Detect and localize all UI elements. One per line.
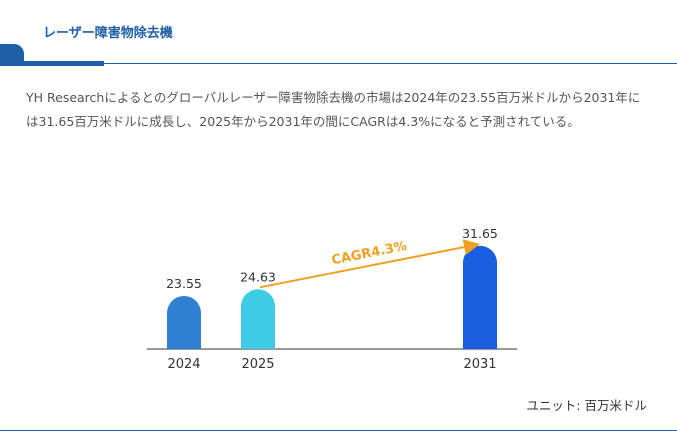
section-header: レーザー障害物除去機: [0, 0, 677, 70]
bar-2025: [241, 289, 275, 349]
bar-chart: 23.55 2024 24.63 2025 31.65 2031 CAGR4.3%: [147, 226, 517, 372]
header-divider: [104, 63, 677, 64]
value-label-2025: 24.63: [240, 269, 276, 284]
market-description: YH Researchによるとのグローバルレーザー障害物除去機の市場は2024年…: [26, 90, 641, 129]
header-tab-decoration: [0, 44, 24, 64]
value-label-2031: 31.65: [462, 226, 498, 241]
category-label-2025: 2025: [241, 357, 274, 372]
bar-2024: [167, 295, 201, 349]
unit-label: ユニット: 百万米ドル: [526, 398, 647, 413]
footer-divider: [0, 430, 677, 431]
page-title: レーザー障害物除去機: [43, 26, 173, 41]
bar-series: 23.55 2024 24.63 2025 31.65 2031: [166, 226, 498, 372]
category-label-2024: 2024: [167, 357, 200, 372]
value-label-2024: 23.55: [166, 276, 202, 291]
category-label-2031: 2031: [463, 357, 496, 372]
cagr-label: CAGR4.3%: [330, 239, 408, 268]
cagr-arrow: [259, 239, 480, 289]
header-accent-bar: [0, 61, 104, 66]
bar-2031: [463, 245, 497, 349]
